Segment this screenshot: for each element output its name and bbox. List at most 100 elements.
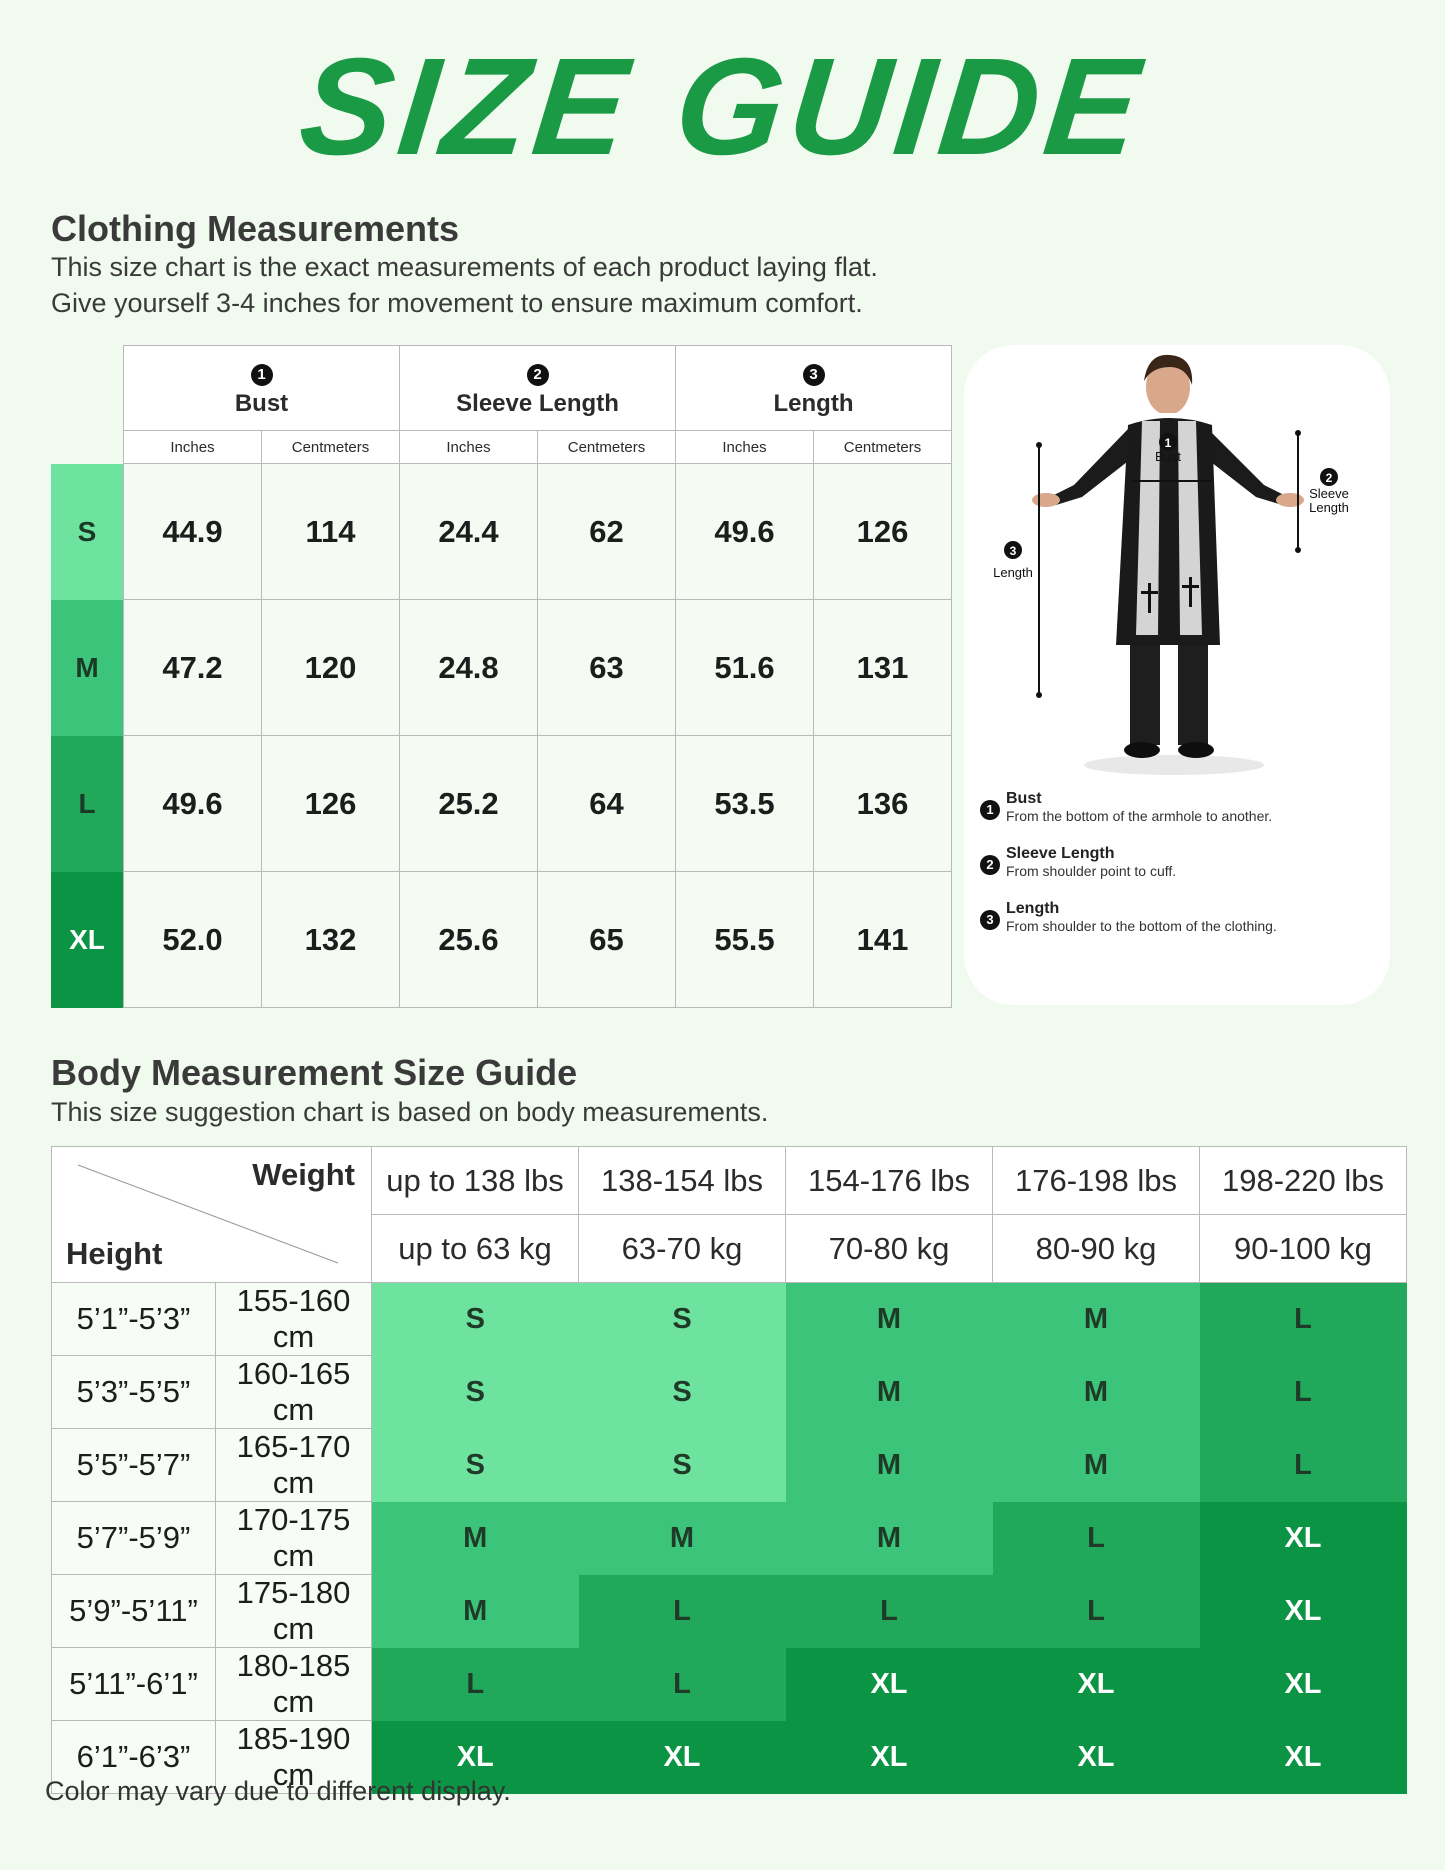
legend-item-length: 3 Length From shoulder to the bottom of … <box>980 900 1380 934</box>
unit-header: Centmeters <box>813 430 952 464</box>
column-group-bust: 1 Bust <box>123 345 400 431</box>
legend-title: Sleeve Length <box>1006 845 1115 862</box>
table-cell: 49.6 <box>123 735 262 872</box>
unit-header: Centmeters <box>261 430 400 464</box>
weight-lbs-header: 154-176 lbs <box>785 1146 993 1215</box>
body-note: This size suggestion chart is based on b… <box>51 1097 769 1127</box>
weight-kg-header: 80-90 kg <box>992 1214 1200 1283</box>
size-recommendation-cell: XL <box>1199 1574 1407 1648</box>
size-recommendation-cell: S <box>578 1282 786 1356</box>
height-cm-cell: 185-190 cm <box>215 1720 372 1794</box>
height-cm-cell: 170-175 cm <box>215 1501 372 1575</box>
height-ft-cell: 5’9”-5’11” <box>51 1574 216 1648</box>
height-ft-cell: 5’5”-5’7” <box>51 1428 216 1502</box>
table-row: 5’1”-5’3” 155-160 cm S S M M L <box>51 1282 1407 1356</box>
size-recommendation-cell: L <box>1199 1355 1407 1429</box>
size-recommendation-cell: S <box>578 1428 786 1502</box>
weight-lbs-header: up to 138 lbs <box>371 1146 579 1215</box>
size-recommendation-cell: M <box>785 1501 993 1575</box>
table-cell: 47.2 <box>123 599 262 736</box>
clothing-size-table: 1 Bust 2 Sleeve Length 3 Length Inches C… <box>51 345 952 1008</box>
unit-header: Inches <box>675 430 814 464</box>
size-recommendation-cell: XL <box>1199 1501 1407 1575</box>
size-label: L <box>51 735 124 872</box>
weight-kg-header: up to 63 kg <box>371 1214 579 1283</box>
size-recommendation-cell: XL <box>578 1720 786 1794</box>
size-recommendation-cell: XL <box>371 1720 579 1794</box>
table-cell: 24.8 <box>399 599 538 736</box>
footer-note: Color may vary due to different display. <box>45 1776 511 1806</box>
number-badge: 3 <box>980 910 1000 930</box>
column-group-length: 3 Length <box>675 345 952 431</box>
body-heading: Body Measurement Size Guide <box>51 1052 578 1093</box>
unit-header: Inches <box>399 430 538 464</box>
unit-header: Centmeters <box>537 430 676 464</box>
table-row: 5’3”-5’5” 160-165 cm S S M M L <box>51 1355 1407 1429</box>
height-ft-cell: 5’1”-5’3” <box>51 1282 216 1356</box>
table-cell: 25.6 <box>399 871 538 1008</box>
weight-lbs-header: 176-198 lbs <box>992 1146 1200 1215</box>
size-recommendation-cell: L <box>371 1647 579 1721</box>
number-badge: 1 <box>980 800 1000 820</box>
page-title: SIZE GUIDE <box>293 30 1152 184</box>
size-recommendation-cell: L <box>785 1574 993 1648</box>
svg-text:1: 1 <box>1165 436 1172 450</box>
table-cell: 126 <box>261 735 400 872</box>
table-cell: 120 <box>261 599 400 736</box>
size-recommendation-cell: M <box>578 1501 786 1575</box>
table-row: 5’9”-5’11” 175-180 cm M L L L XL <box>51 1574 1407 1648</box>
table-cell: 65 <box>537 871 676 1008</box>
clothing-note-2: Give yourself 3-4 inches for movement to… <box>51 288 863 318</box>
weight-lbs-header: 138-154 lbs <box>578 1146 786 1215</box>
table-cell: 141 <box>813 871 952 1008</box>
size-recommendation-cell: M <box>371 1501 579 1575</box>
table-row: 6’1”-6’3” 185-190 cm XL XL XL XL XL <box>51 1720 1407 1794</box>
table-cell: 52.0 <box>123 871 262 1008</box>
size-recommendation-cell: XL <box>785 1720 993 1794</box>
size-recommendation-cell: L <box>1199 1428 1407 1502</box>
weight-axis-label: Weight <box>252 1157 355 1192</box>
table-row: 5’7”-5’9” 170-175 cm M M M L XL <box>51 1501 1407 1575</box>
weight-kg-header: 90-100 kg <box>1199 1214 1407 1283</box>
height-ft-cell: 5’7”-5’9” <box>51 1501 216 1575</box>
number-badge: 2 <box>980 855 1000 875</box>
body-size-table: Weight Height up to 138 lbs 138-154 lbs … <box>51 1146 1407 1794</box>
table-row: L 49.6 126 25.2 64 53.5 136 <box>51 735 952 872</box>
size-recommendation-cell: L <box>1199 1282 1407 1356</box>
table-row: M 47.2 120 24.8 63 51.6 131 <box>51 599 952 736</box>
measurement-figure-card: 1 Bust 2 Sleeve Length 3 Length 1 Bust F… <box>964 345 1390 1005</box>
legend-title: Bust <box>1006 790 1042 807</box>
svg-text:3: 3 <box>1010 544 1017 558</box>
size-recommendation-cell: S <box>578 1355 786 1429</box>
height-ft-cell: 5’11”-6’1” <box>51 1647 216 1721</box>
height-cm-cell: 155-160 cm <box>215 1282 372 1356</box>
table-cell: 114 <box>261 463 400 600</box>
axis-corner-cell: Weight Height <box>51 1146 372 1283</box>
figure-sleeve-label-1: Sleeve <box>1309 486 1349 501</box>
table-cell: 53.5 <box>675 735 814 872</box>
figure-length-label: Length <box>993 565 1033 580</box>
table-cell: 131 <box>813 599 952 736</box>
column-group-sleeve-length: 2 Sleeve Length <box>399 345 676 431</box>
table-cell: 136 <box>813 735 952 872</box>
size-label: M <box>51 599 124 736</box>
size-recommendation-cell: S <box>371 1355 579 1429</box>
size-recommendation-cell: XL <box>785 1647 993 1721</box>
table-row: 5’11”-6’1” 180-185 cm L L XL XL XL <box>51 1647 1407 1721</box>
column-group-label: Length <box>773 390 854 417</box>
priest-costume-illustration: 1 Bust 2 Sleeve Length 3 Length <box>993 354 1349 775</box>
size-recommendation-cell: M <box>785 1428 993 1502</box>
size-recommendation-cell: L <box>578 1647 786 1721</box>
unit-header: Inches <box>123 430 262 464</box>
legend-desc: From shoulder point to cuff. <box>1006 863 1177 879</box>
table-row: 5’5”-5’7” 165-170 cm S S M M L <box>51 1428 1407 1502</box>
size-recommendation-cell: M <box>785 1355 993 1429</box>
table-cell: 51.6 <box>675 599 814 736</box>
size-label: S <box>51 463 124 600</box>
legend-desc: From shoulder to the bottom of the cloth… <box>1006 918 1277 934</box>
height-ft-cell: 5’3”-5’5” <box>51 1355 216 1429</box>
clothing-note-1: This size chart is the exact measurement… <box>51 252 878 282</box>
height-ft-cell: 6’1”-6’3” <box>51 1720 216 1794</box>
size-recommendation-cell: L <box>578 1574 786 1648</box>
size-recommendation-cell: XL <box>1199 1720 1407 1794</box>
